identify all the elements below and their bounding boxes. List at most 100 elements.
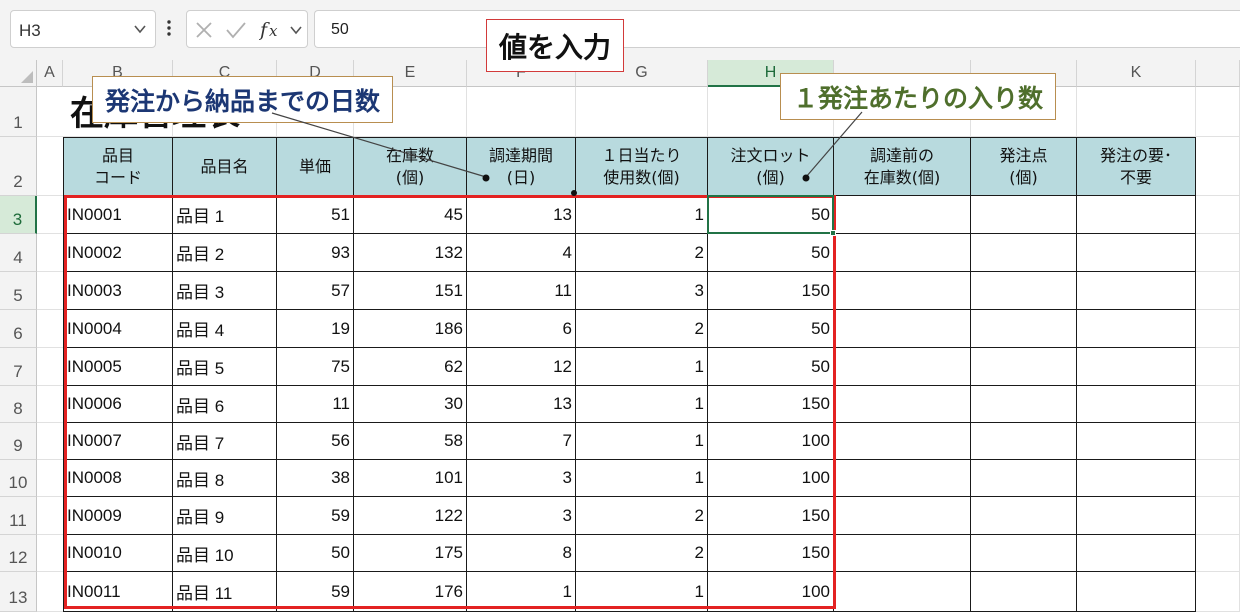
table-cell[interactable]: 品目 8 <box>173 460 277 497</box>
table-cell[interactable]: 品目 10 <box>173 535 277 572</box>
table-cell[interactable] <box>1077 310 1196 348</box>
table-cell[interactable] <box>834 497 971 535</box>
cancel-icon[interactable] <box>195 21 213 39</box>
table-cell[interactable]: 1 <box>576 460 708 497</box>
table-cell[interactable] <box>1077 272 1196 310</box>
table-cell[interactable] <box>971 386 1077 423</box>
table-cell[interactable]: 2 <box>576 535 708 572</box>
table-cell[interactable]: 11 <box>277 386 354 423</box>
table-header-cell[interactable]: 発注点 (個) <box>971 137 1077 196</box>
row-header-7[interactable]: 7 <box>0 348 37 386</box>
table-cell[interactable]: IN0002 <box>63 234 173 272</box>
table-cell[interactable]: 57 <box>277 272 354 310</box>
table-header-cell[interactable]: 注文ロット (個) <box>708 137 834 196</box>
table-cell[interactable] <box>1077 497 1196 535</box>
table-cell[interactable] <box>834 386 971 423</box>
table-cell[interactable]: 122 <box>354 497 467 535</box>
table-cell[interactable] <box>1077 234 1196 272</box>
table-cell[interactable] <box>971 310 1077 348</box>
table-cell[interactable]: 1 <box>576 423 708 460</box>
table-cell[interactable]: 56 <box>277 423 354 460</box>
table-cell[interactable] <box>834 272 971 310</box>
table-cell[interactable]: 45 <box>354 196 467 234</box>
row-header-8[interactable]: 8 <box>0 386 37 423</box>
table-cell[interactable] <box>971 497 1077 535</box>
table-cell[interactable]: 2 <box>576 234 708 272</box>
table-cell[interactable] <box>971 460 1077 497</box>
table-cell[interactable]: 93 <box>277 234 354 272</box>
table-header-cell[interactable]: 調達期間 (日) <box>467 137 576 196</box>
table-cell[interactable]: 2 <box>576 310 708 348</box>
table-cell[interactable]: 3 <box>467 460 576 497</box>
table-cell[interactable] <box>834 196 971 234</box>
table-header-cell[interactable]: 単価 <box>277 137 354 196</box>
table-cell[interactable]: 品目 6 <box>173 386 277 423</box>
table-cell[interactable]: 4 <box>467 234 576 272</box>
table-cell[interactable] <box>834 348 971 386</box>
name-box[interactable]: H3 <box>10 10 156 48</box>
row-header-1[interactable]: 1 <box>0 87 37 137</box>
table-cell[interactable] <box>971 272 1077 310</box>
table-cell[interactable] <box>834 234 971 272</box>
column-header-a[interactable]: A <box>37 60 63 87</box>
row-header-5[interactable]: 5 <box>0 272 37 310</box>
table-cell[interactable]: 38 <box>277 460 354 497</box>
table-cell[interactable]: 12 <box>467 348 576 386</box>
table-cell[interactable]: 11 <box>467 272 576 310</box>
row-header-3[interactable]: 3 <box>0 196 37 234</box>
row-header-12[interactable]: 12 <box>0 535 37 572</box>
fill-handle[interactable] <box>830 230 836 236</box>
table-cell[interactable]: 品目 1 <box>173 196 277 234</box>
table-cell[interactable] <box>834 423 971 460</box>
table-cell[interactable]: 175 <box>354 535 467 572</box>
table-cell[interactable]: 58 <box>354 423 467 460</box>
table-cell[interactable]: 75 <box>277 348 354 386</box>
table-cell[interactable]: 132 <box>354 234 467 272</box>
column-header-k[interactable]: K <box>1077 60 1196 87</box>
more-icon[interactable] <box>166 18 172 38</box>
function-icon[interactable]: f x <box>259 18 285 42</box>
table-cell[interactable]: 2 <box>576 497 708 535</box>
table-cell[interactable]: 品目 5 <box>173 348 277 386</box>
table-header-cell[interactable]: １日当たり 使用数(個) <box>576 137 708 196</box>
table-cell[interactable] <box>1077 535 1196 572</box>
table-cell[interactable]: 51 <box>277 196 354 234</box>
table-cell[interactable]: IN0001 <box>63 196 173 234</box>
table-cell[interactable] <box>971 535 1077 572</box>
table-cell[interactable]: 101 <box>354 460 467 497</box>
table-cell[interactable]: 3 <box>576 272 708 310</box>
table-cell[interactable]: IN0009 <box>63 497 173 535</box>
table-cell[interactable]: 1 <box>576 348 708 386</box>
table-cell[interactable]: 62 <box>354 348 467 386</box>
table-cell[interactable]: 7 <box>467 423 576 460</box>
table-header-cell[interactable]: 発注の要･ 不要 <box>1077 137 1196 196</box>
table-cell[interactable]: IN0004 <box>63 310 173 348</box>
table-cell[interactable]: 6 <box>467 310 576 348</box>
table-cell[interactable] <box>1077 386 1196 423</box>
row-header-2[interactable]: 2 <box>0 137 37 196</box>
table-cell[interactable]: 品目 2 <box>173 234 277 272</box>
enter-icon[interactable] <box>225 20 247 40</box>
table-cell[interactable]: 3 <box>467 497 576 535</box>
formula-input[interactable]: 50 <box>314 10 1240 48</box>
select-all-corner[interactable] <box>0 60 37 87</box>
table-cell[interactable]: IN0003 <box>63 272 173 310</box>
table-header-cell[interactable]: 品目 コード <box>63 137 173 196</box>
table-cell[interactable]: 59 <box>277 497 354 535</box>
table-cell[interactable]: 13 <box>467 196 576 234</box>
table-cell[interactable]: 1 <box>576 386 708 423</box>
table-cell[interactable] <box>834 460 971 497</box>
table-cell[interactable]: 151 <box>354 272 467 310</box>
table-cell[interactable]: 8 <box>467 535 576 572</box>
table-cell[interactable] <box>1077 423 1196 460</box>
table-cell[interactable] <box>971 234 1077 272</box>
table-cell[interactable]: IN0005 <box>63 348 173 386</box>
row-header-4[interactable]: 4 <box>0 234 37 272</box>
table-cell[interactable] <box>971 423 1077 460</box>
column-header-e[interactable]: E <box>354 60 467 87</box>
row-header-11[interactable]: 11 <box>0 497 37 535</box>
table-cell[interactable]: IN0007 <box>63 423 173 460</box>
table-cell[interactable]: IN0006 <box>63 386 173 423</box>
table-cell[interactable]: 30 <box>354 386 467 423</box>
